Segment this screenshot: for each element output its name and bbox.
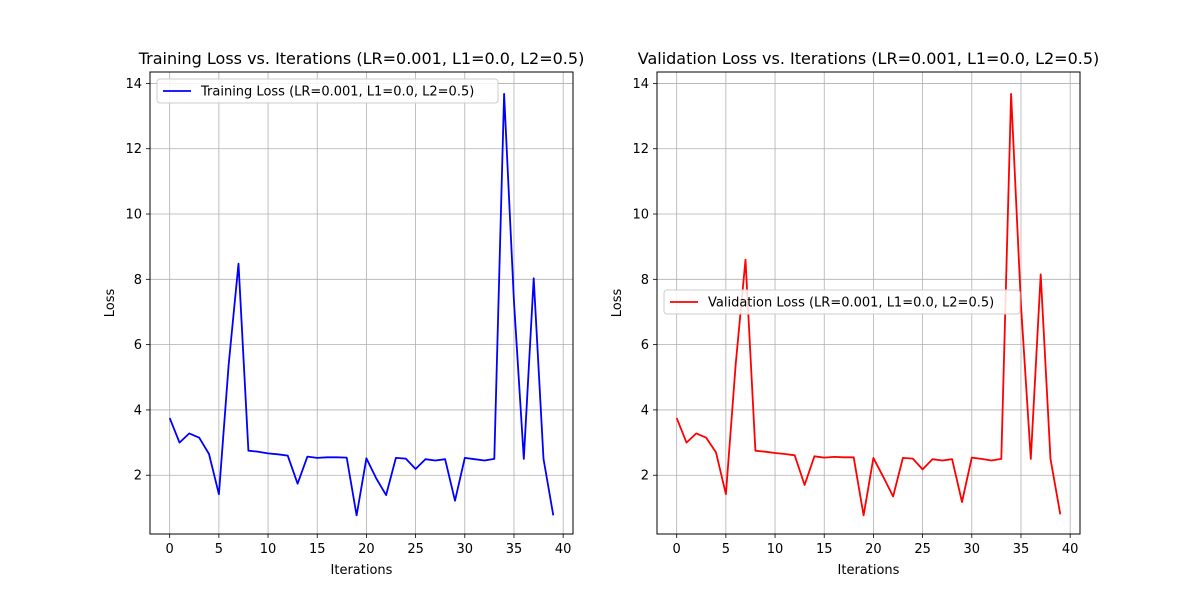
y-tick-label: 4: [134, 403, 142, 418]
x-tick-label: 30: [964, 542, 981, 557]
legend-box: [663, 289, 1021, 315]
y-tick-label: 6: [641, 338, 649, 353]
y-tick-label: 2: [134, 469, 142, 484]
y-tick-label: 10: [125, 208, 142, 223]
y-tick-label: 14: [125, 77, 142, 92]
x-tick-label: 0: [166, 542, 174, 557]
chart-title: Training Loss vs. Iterations (LR=0.001, …: [138, 49, 585, 68]
legend: Training Loss (LR=0.001, L1=0.0, L2=0.5): [156, 78, 499, 104]
x-tick-label: 40: [1062, 542, 1079, 557]
plot-frame: [656, 71, 1081, 535]
x-tick-label: 25: [407, 542, 424, 557]
legend: Validation Loss (LR=0.001, L1=0.0, L2=0.…: [663, 289, 1021, 315]
x-tick-label: 10: [767, 542, 784, 557]
y-axis-label: Loss: [610, 289, 625, 318]
x-tick-label: 5: [215, 542, 223, 557]
x-tick-label: 20: [865, 542, 882, 557]
x-tick-label: 5: [722, 542, 730, 557]
y-tick-label: 6: [134, 338, 142, 353]
x-axis-label: Iterations: [838, 563, 900, 578]
y-tick-label: 10: [632, 208, 649, 223]
x-tick-label: 40: [555, 542, 572, 557]
x-tick-label: 15: [816, 542, 833, 557]
x-tick-label: 25: [914, 542, 931, 557]
y-tick-label: 14: [632, 77, 649, 92]
y-tick-label: 8: [134, 273, 142, 288]
series-line-1: [168, 93, 555, 517]
legend-box: [156, 78, 499, 104]
plot-frame: [149, 71, 574, 535]
y-axis-label: Loss: [103, 289, 118, 318]
y-tick-label: 12: [632, 142, 649, 157]
x-axis-label: Iterations: [331, 563, 393, 578]
legend-label: Training Loss (LR=0.001, L1=0.0, L2=0.5): [200, 85, 474, 100]
x-tick-label: 20: [358, 542, 375, 557]
y-tick-label: 12: [125, 142, 142, 157]
y-tick-label: 4: [641, 403, 649, 418]
x-tick-label: 10: [260, 542, 277, 557]
x-tick-label: 0: [673, 542, 681, 557]
legend-label: Validation Loss (LR=0.001, L1=0.0, L2=0.…: [708, 296, 994, 311]
x-tick-label: 30: [457, 542, 474, 557]
y-tick-label: 2: [641, 469, 649, 484]
y-tick-label: 8: [641, 273, 649, 288]
x-tick-label: 15: [309, 542, 326, 557]
chart-panel-2: 0 5 10 15 20 25 30 35 40 2 4 6 8 10 12 14 Validation Los…: [610, 49, 1099, 578]
chart-panel-1: 0 5 10 15 20 25 30 35 40 2 4 6 8 10 12 14 Training Loss …: [103, 49, 584, 578]
x-tick-label: 35: [1013, 542, 1030, 557]
chart-title: Validation Loss vs. Iterations (LR=0.001…: [638, 49, 1100, 68]
x-tick-label: 35: [506, 542, 523, 557]
